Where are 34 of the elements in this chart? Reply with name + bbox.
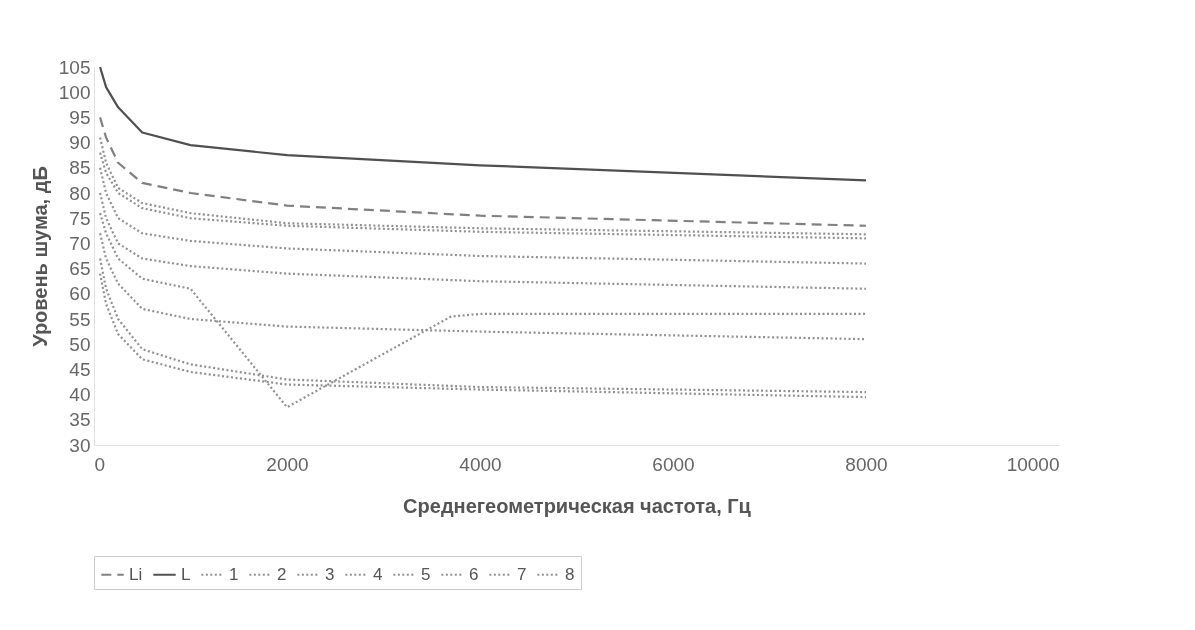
x-tick-label: 8000 [845,453,888,475]
y-tick-label: 100 [58,81,91,103]
x-tick-label: 4000 [459,453,502,475]
x-tick-label: 2000 [266,453,309,475]
legend-label: 2 [277,564,287,584]
y-tick-label: 45 [69,358,91,380]
legend-label: 5 [421,564,431,584]
x-tick-label: 0 [94,453,106,475]
y-tick-label: 95 [69,106,91,128]
y-tick-label: 55 [69,308,91,330]
legend-label: 4 [373,564,383,584]
legend-label: 1 [229,564,239,584]
legend-label: 8 [565,564,575,584]
y-tick-label: 85 [69,157,91,179]
legend-label: 3 [325,564,335,584]
y-tick-label: 105 [58,56,91,78]
y-tick-label: 80 [69,182,91,204]
y-tick-label: 60 [69,283,91,305]
x-axis-title: Среднегеометрическая частота, Гц [403,494,752,517]
y-tick-label: 40 [69,384,91,406]
y-tick-label: 30 [69,434,91,456]
legend-label: 6 [469,564,479,584]
y-tick-label: 35 [69,409,91,431]
y-axis-title: Уровень шума, дБ [28,166,51,347]
x-tick-label: 6000 [652,453,695,475]
x-tick-label: 10000 [1006,453,1060,475]
legend-label: Li [129,564,143,584]
y-tick-label: 50 [69,333,91,355]
y-tick-label: 65 [69,258,91,280]
legend-label: L [181,564,191,584]
y-tick-label: 75 [69,207,91,229]
legend-label: 7 [517,564,527,584]
y-tick-label: 90 [69,132,91,154]
y-tick-label: 70 [69,232,91,254]
